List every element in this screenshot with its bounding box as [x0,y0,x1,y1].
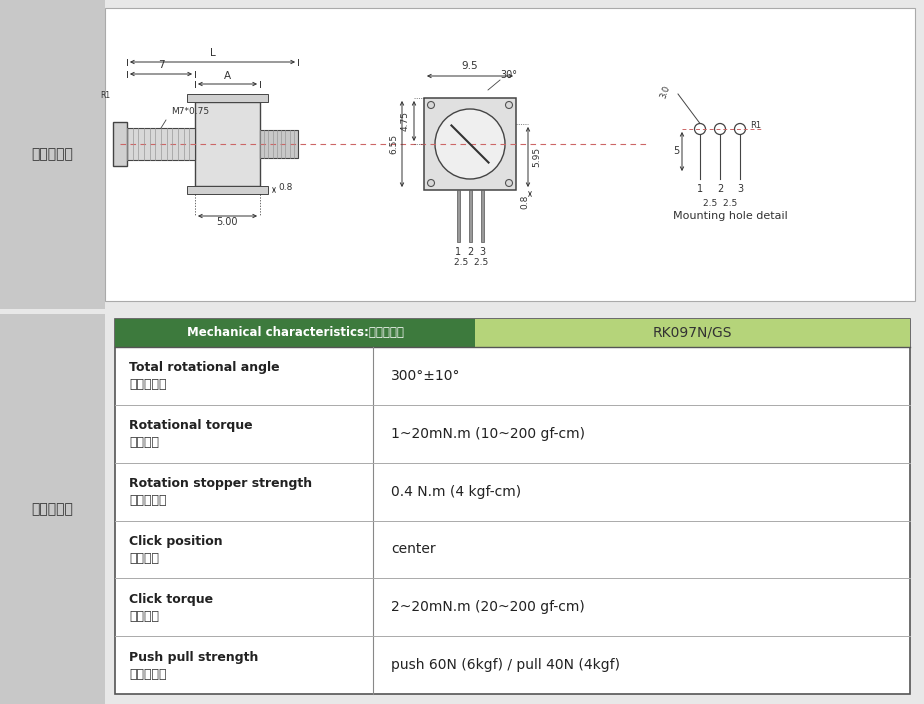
Circle shape [505,180,513,187]
Bar [456,190,459,242]
Bar [127,128,195,160]
Text: 止迤轉強度: 止迤轉強度 [129,494,166,507]
Bar [195,102,260,186]
Text: 迤轉扈力: 迤轉扈力 [129,436,159,449]
Bar [115,319,910,694]
Text: Total rotational angle: Total rotational angle [129,361,280,375]
Text: 段數位置: 段數位置 [129,552,159,565]
Text: center: center [391,542,435,556]
Text: 2.5  2.5: 2.5 2.5 [703,199,737,208]
Text: 1~20mN.m (10~200 gf-cm): 1~20mN.m (10~200 gf-cm) [391,427,585,441]
Text: L: L [210,48,215,58]
Bar [105,8,915,301]
Text: 5: 5 [673,146,679,156]
Text: 2: 2 [717,184,723,194]
Text: M7*0.75: M7*0.75 [171,107,209,116]
Bar [468,190,471,242]
Text: 3: 3 [737,184,743,194]
Text: Mounting hole detail: Mounting hole detail [673,211,787,221]
Text: RK097N/GS: RK097N/GS [652,326,732,340]
Text: Rotational torque: Rotational torque [129,420,252,432]
Bar [187,186,268,194]
Circle shape [435,109,505,179]
Bar [480,190,483,242]
Text: 0.8: 0.8 [520,195,529,209]
Text: 4.75: 4.75 [401,111,410,131]
Text: 軸推拉強度: 軸推拉強度 [129,667,166,681]
Text: 外形尺寸图: 外形尺寸图 [31,148,73,161]
Bar [0,0,105,309]
Bar [475,319,910,347]
Text: push 60N (6kgf) / pull 40N (4kgf): push 60N (6kgf) / pull 40N (4kgf) [391,658,620,672]
Text: 9.5: 9.5 [462,61,479,71]
Bar [113,122,127,166]
Circle shape [428,101,434,108]
Bar [0,314,105,704]
Text: 30°: 30° [500,70,517,80]
Text: 7: 7 [158,60,164,70]
Text: 5.00: 5.00 [216,217,237,227]
Text: 全迤轉角度: 全迤轉角度 [129,379,166,391]
Text: 2~20mN.m (20~200 gf-cm): 2~20mN.m (20~200 gf-cm) [391,601,585,615]
Text: 300°±10°: 300°±10° [391,369,460,383]
Text: Rotation stopper strength: Rotation stopper strength [129,477,312,490]
Text: Mechanical characteristics:機械的性能: Mechanical characteristics:機械的性能 [187,327,404,339]
Text: 2.5  2.5: 2.5 2.5 [454,258,488,267]
Text: 段數扈力: 段數扈力 [129,610,159,623]
Text: 機械的性能: 機械的性能 [31,502,73,516]
Text: 2: 2 [467,247,473,257]
Text: 1: 1 [455,247,461,257]
Text: Click position: Click position [129,535,223,548]
Bar [424,98,516,190]
Circle shape [735,123,746,134]
Text: A: A [224,71,231,81]
Text: 0.8: 0.8 [278,184,292,192]
Bar [260,130,298,158]
Circle shape [505,101,513,108]
Circle shape [695,123,706,134]
Text: R1: R1 [750,122,761,130]
Circle shape [714,123,725,134]
Text: 0.4 N.m (4 kgf-cm): 0.4 N.m (4 kgf-cm) [391,484,521,498]
Text: 3: 3 [479,247,485,257]
Text: 3.0: 3.0 [659,84,672,100]
Text: Click torque: Click torque [129,593,213,605]
Text: 5.95: 5.95 [532,147,541,167]
Text: R1: R1 [100,91,110,100]
Bar [187,94,268,102]
Bar [115,319,475,347]
Text: 6.55: 6.55 [389,134,398,154]
Text: 1: 1 [697,184,703,194]
Circle shape [428,180,434,187]
Text: Push pull strength: Push pull strength [129,650,259,664]
